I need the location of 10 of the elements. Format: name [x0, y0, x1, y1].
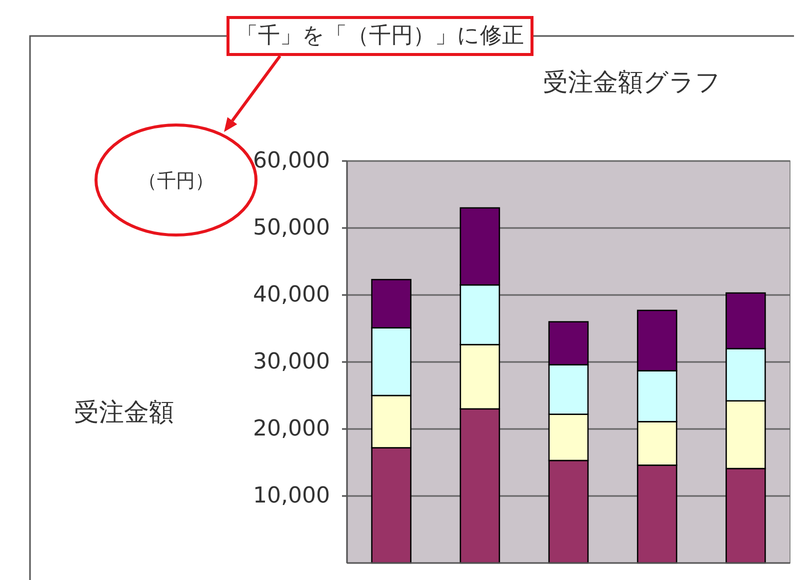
text: 「千」を「（千円）」に修正: [236, 24, 524, 48]
y-tick-label: 20,000: [253, 416, 330, 442]
y-tick-label: 30,000: [253, 350, 330, 374]
chart-title: 受注金額グラフ: [543, 68, 721, 96]
y-tick-label: 60,000: [253, 148, 330, 174]
y-tick-label: 10,000: [253, 484, 330, 508]
y-axis-title: 受注金額: [74, 398, 174, 426]
y-tick-label: 50,000: [253, 216, 330, 240]
y-tick-label: 40,000: [253, 282, 330, 308]
text: （千円）: [138, 170, 214, 192]
